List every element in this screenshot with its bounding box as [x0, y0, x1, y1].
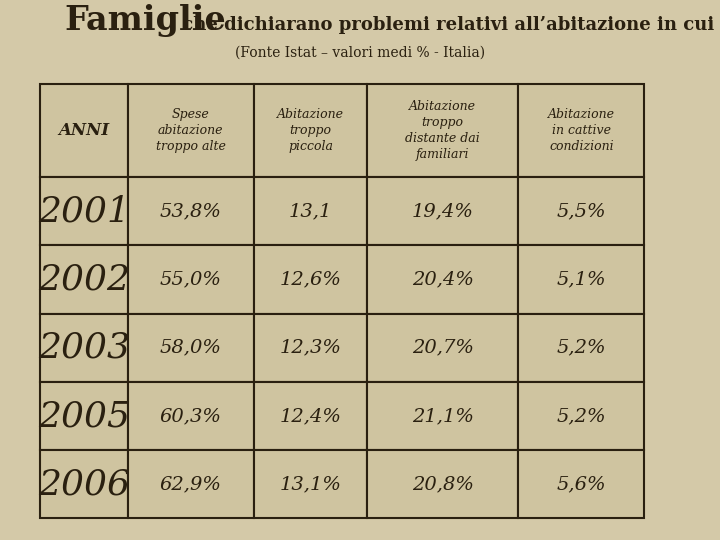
Text: 2002: 2002	[37, 262, 130, 296]
Bar	[128, 314, 253, 382]
Text: 5,1%: 5,1%	[557, 271, 606, 288]
Bar	[367, 84, 518, 177]
Text: 12,3%: 12,3%	[279, 339, 341, 357]
Bar	[367, 245, 518, 314]
Text: 5,2%: 5,2%	[557, 339, 606, 357]
Bar	[367, 177, 518, 245]
Text: 12,6%: 12,6%	[279, 271, 341, 288]
Text: 20,4%: 20,4%	[412, 271, 474, 288]
Bar	[518, 382, 644, 450]
Bar	[253, 450, 367, 518]
Text: Abitazione
troppo
piccola: Abitazione troppo piccola	[277, 108, 344, 153]
Bar	[40, 314, 128, 382]
Bar	[128, 84, 253, 177]
Bar	[253, 177, 367, 245]
Bar	[367, 450, 518, 518]
Bar	[40, 84, 128, 177]
Text: 13,1: 13,1	[289, 202, 332, 220]
Bar	[367, 382, 518, 450]
Bar	[128, 382, 253, 450]
Bar	[518, 245, 644, 314]
Text: Famiglie: Famiglie	[65, 4, 227, 37]
Text: 2005: 2005	[37, 399, 130, 433]
Bar	[253, 382, 367, 450]
Text: 53,8%: 53,8%	[160, 202, 222, 220]
Text: Spese
abitazione
troppo alte: Spese abitazione troppo alte	[156, 108, 226, 153]
Text: Abitazione
troppo
distante dai
familiari: Abitazione troppo distante dai familiari	[405, 100, 480, 161]
Text: 55,0%: 55,0%	[160, 271, 222, 288]
Text: 21,1%: 21,1%	[412, 407, 474, 425]
Text: 20,8%: 20,8%	[412, 475, 474, 493]
Bar	[40, 382, 128, 450]
Text: 60,3%: 60,3%	[160, 407, 222, 425]
Text: 12,4%: 12,4%	[279, 407, 341, 425]
Text: ANNI: ANNI	[58, 122, 109, 139]
Bar	[518, 314, 644, 382]
Text: 20,7%: 20,7%	[412, 339, 474, 357]
Text: 2006: 2006	[37, 467, 130, 501]
Text: 5,5%: 5,5%	[557, 202, 606, 220]
Text: 58,0%: 58,0%	[160, 339, 222, 357]
Text: 62,9%: 62,9%	[160, 475, 222, 493]
Bar	[367, 314, 518, 382]
Bar	[253, 314, 367, 382]
Text: 5,2%: 5,2%	[557, 407, 606, 425]
Bar	[128, 450, 253, 518]
Text: 2001: 2001	[37, 194, 130, 228]
Text: che dichiarano problemi relativi all’abitazione in cui vivono: che dichiarano problemi relativi all’abi…	[176, 16, 720, 33]
Text: 19,4%: 19,4%	[412, 202, 474, 220]
Bar	[128, 177, 253, 245]
Bar	[40, 245, 128, 314]
Bar	[40, 450, 128, 518]
Text: Abitazione
in cattive
condizioni: Abitazione in cattive condizioni	[548, 108, 615, 153]
Text: 13,1%: 13,1%	[279, 475, 341, 493]
Bar	[253, 84, 367, 177]
Text: 2003: 2003	[37, 331, 130, 365]
Text: 5,6%: 5,6%	[557, 475, 606, 493]
Text: (Fonte Istat – valori medi % - Italia): (Fonte Istat – valori medi % - Italia)	[235, 46, 485, 60]
Bar	[253, 245, 367, 314]
Bar	[128, 245, 253, 314]
Bar	[518, 177, 644, 245]
Bar	[40, 177, 128, 245]
Bar	[518, 84, 644, 177]
Bar	[518, 450, 644, 518]
